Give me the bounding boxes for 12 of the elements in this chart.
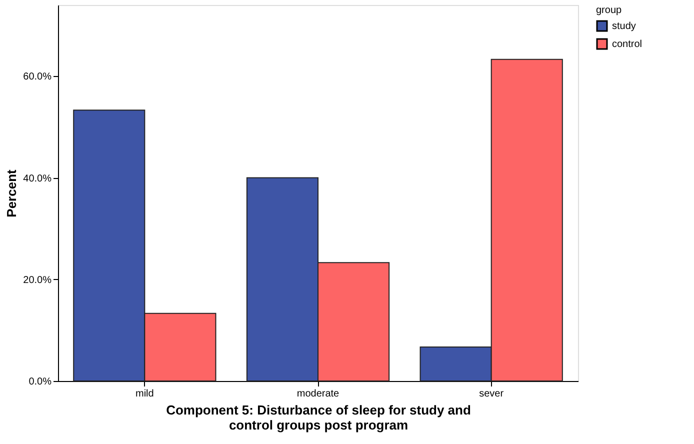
x-axis-title: Component 5: Disturbance of sleep for study and control groups post program [166, 402, 471, 432]
x-tick-label: sever [479, 388, 504, 400]
y-tick-label: 60.0% [23, 72, 52, 83]
y-tick-label: 40.0% [23, 173, 52, 184]
x-tick-label: moderate [296, 388, 340, 400]
y-tick-label: 0.0% [28, 376, 52, 388]
legend-label: study [612, 21, 636, 32]
x-tick-label: mild [135, 388, 154, 400]
legend-label: control [612, 39, 642, 50]
y-axis-title: Percent [4, 168, 20, 218]
y-tick-label: 20.0% [23, 274, 52, 286]
legend-title: group [596, 5, 622, 16]
